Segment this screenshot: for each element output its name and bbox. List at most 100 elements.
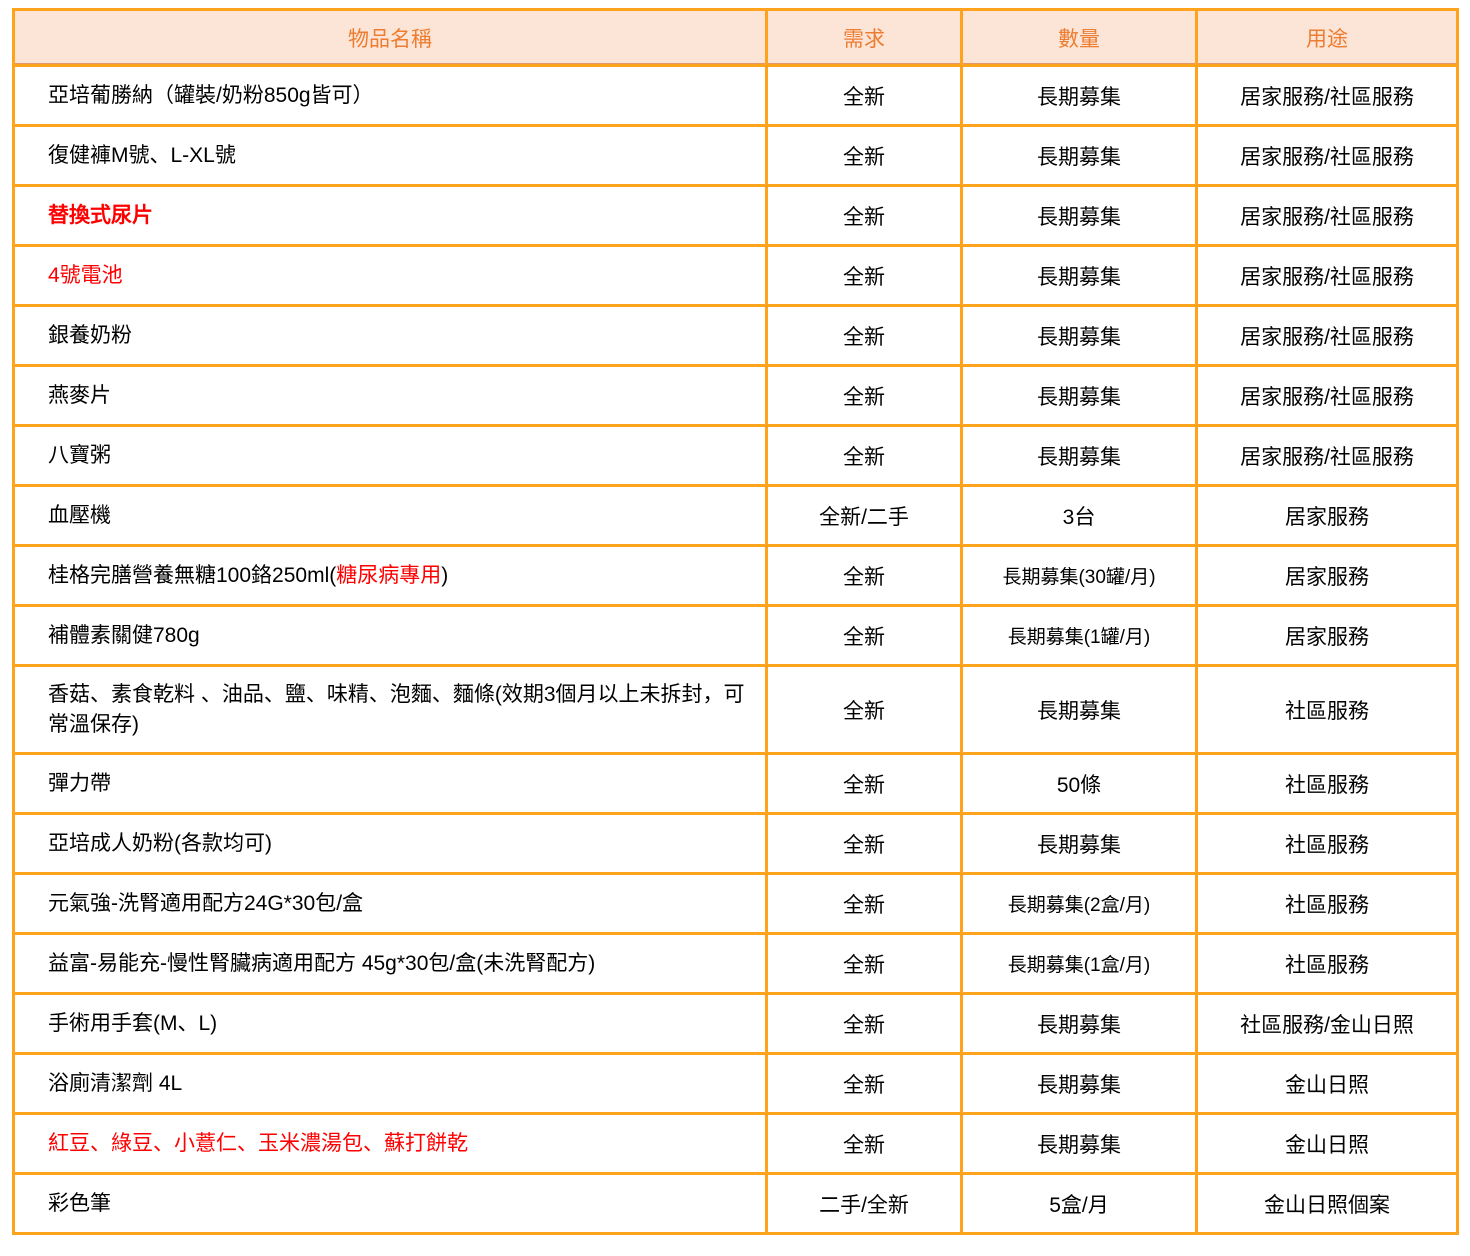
item-name-cell: 手術用手套(M、L) [12, 992, 768, 1055]
table-row: 亞培葡勝納（罐裝/奶粉850g皆可） 全新 長期募集 居家服務/社區服務 [12, 64, 1459, 127]
demand-cell: 全新 [765, 932, 963, 995]
quantity-cell: 長期募集(30罐/月) [960, 544, 1198, 607]
usage-cell: 社區服務 [1195, 752, 1459, 815]
quantity-cell: 長期募集 [960, 124, 1198, 187]
demand-cell: 二手/全新 [765, 1172, 963, 1235]
demand-cell: 全新 [765, 124, 963, 187]
item-name-cell: 八寶粥 [12, 424, 768, 487]
table-row: 手術用手套(M、L) 全新 長期募集 社區服務/金山日照 [12, 992, 1459, 1055]
quantity-cell: 長期募集(2盒/月) [960, 872, 1198, 935]
table-row: 益富-易能充-慢性腎臟病適用配方 45g*30包/盒(未洗腎配方) 全新 長期募集(… [12, 932, 1459, 995]
table-row: 紅豆、綠豆、小薏仁、玉米濃湯包、蘇打餅乾 全新 長期募集 金山日照 [12, 1112, 1459, 1175]
item-name-cell: 元氣強-洗腎適用配方24G*30包/盒 [12, 872, 768, 935]
demand-cell: 全新 [765, 664, 963, 755]
table-row: 補體素關健780g 全新 長期募集(1罐/月) 居家服務 [12, 604, 1459, 667]
usage-cell: 居家服務/社區服務 [1195, 184, 1459, 247]
table-row: 血壓機 全新/二手 3台 居家服務 [12, 484, 1459, 547]
quantity-cell: 長期募集 [960, 812, 1198, 875]
item-name-text: 香菇、素食乾料 、油品、鹽、味精、泡麵、麵條(效期3個月以上未拆封，可常溫保存) [48, 682, 745, 736]
demand-cell: 全新 [765, 304, 963, 367]
table-row: 元氣強-洗腎適用配方24G*30包/盒 全新 長期募集(2盒/月) 社區服務 [12, 872, 1459, 935]
item-name-text: 燕麥片 [48, 383, 111, 407]
item-name-text: 桂格完膳營養無糖100鉻250ml( [48, 563, 337, 587]
usage-cell: 居家服務 [1195, 544, 1459, 607]
item-name-cell: 彩色筆 [12, 1172, 768, 1235]
item-name-text: 補體素關健780g [48, 623, 200, 647]
demand-cell: 全新 [765, 1112, 963, 1175]
column-header-usage: 用途 [1195, 8, 1459, 67]
usage-cell: 金山日照 [1195, 1112, 1459, 1175]
item-name-cell: 補體素關健780g [12, 604, 768, 667]
demand-cell: 全新 [765, 752, 963, 815]
item-name-text: 手術用手套(M、L) [48, 1011, 218, 1035]
quantity-cell: 長期募集 [960, 184, 1198, 247]
item-name-cell: 彈力帶 [12, 752, 768, 815]
demand-cell: 全新 [765, 424, 963, 487]
usage-cell: 居家服務/社區服務 [1195, 124, 1459, 187]
item-name-cell: 亞培葡勝納（罐裝/奶粉850g皆可） [12, 64, 768, 127]
item-name-text: 血壓機 [48, 503, 111, 527]
usage-cell: 社區服務/金山日照 [1195, 992, 1459, 1055]
demand-cell: 全新 [765, 604, 963, 667]
quantity-cell: 長期募集 [960, 664, 1198, 755]
item-name-text: 彩色筆 [48, 1191, 111, 1215]
column-header-item-name: 物品名稱 [12, 8, 768, 67]
item-name-cell: 復健褲M號、L-XL號 [12, 124, 768, 187]
usage-cell: 社區服務 [1195, 812, 1459, 875]
usage-cell: 社區服務 [1195, 932, 1459, 995]
quantity-cell: 長期募集(1罐/月) [960, 604, 1198, 667]
table-row: 八寶粥 全新 長期募集 居家服務/社區服務 [12, 424, 1459, 487]
table-body: 亞培葡勝納（罐裝/奶粉850g皆可） 全新 長期募集 居家服務/社區服務 復健褲M號、L… [12, 64, 1459, 1235]
item-name-cell: 亞培成人奶粉(各款均可) [12, 812, 768, 875]
quantity-cell: 長期募集 [960, 1052, 1198, 1115]
usage-cell: 居家服務/社區服務 [1195, 364, 1459, 427]
demand-cell: 全新/二手 [765, 484, 963, 547]
item-name-highlight: 4號電池 [48, 263, 123, 287]
demand-cell: 全新 [765, 1052, 963, 1115]
table-row: 彩色筆 二手/全新 5盒/月 金山日照個案 [12, 1172, 1459, 1235]
usage-cell: 金山日照 [1195, 1052, 1459, 1115]
quantity-cell: 5盒/月 [960, 1172, 1198, 1235]
item-name-text: 銀養奶粉 [48, 323, 132, 347]
demand-cell: 全新 [765, 544, 963, 607]
table-row: 替換式尿片 全新 長期募集 居家服務/社區服務 [12, 184, 1459, 247]
table-row: 香菇、素食乾料 、油品、鹽、味精、泡麵、麵條(效期3個月以上未拆封，可常溫保存)… [12, 664, 1459, 755]
usage-cell: 居家服務/社區服務 [1195, 304, 1459, 367]
usage-cell: 居家服務 [1195, 484, 1459, 547]
item-name-text: 八寶粥 [48, 443, 111, 467]
item-name-cell: 銀養奶粉 [12, 304, 768, 367]
item-name-highlight: 紅豆、綠豆、小薏仁、玉米濃湯包、蘇打餅乾 [48, 1131, 468, 1155]
item-name-cell: 益富-易能充-慢性腎臟病適用配方 45g*30包/盒(未洗腎配方) [12, 932, 768, 995]
table-row: 桂格完膳營養無糖100鉻250ml(糖尿病專用) 全新 長期募集(30罐/月) 居家服… [12, 544, 1459, 607]
demand-cell: 全新 [765, 364, 963, 427]
table-row: 亞培成人奶粉(各款均可) 全新 長期募集 社區服務 [12, 812, 1459, 875]
demand-cell: 全新 [765, 244, 963, 307]
quantity-cell: 長期募集 [960, 304, 1198, 367]
demand-cell: 全新 [765, 992, 963, 1055]
item-name-cell: 替換式尿片 [12, 184, 768, 247]
quantity-cell: 長期募集 [960, 364, 1198, 427]
item-name-cell: 紅豆、綠豆、小薏仁、玉米濃湯包、蘇打餅乾 [12, 1112, 768, 1175]
table-header: 物品名稱 需求 數量 用途 [12, 8, 1459, 67]
demand-cell: 全新 [765, 872, 963, 935]
demand-cell: 全新 [765, 184, 963, 247]
table-row: 燕麥片 全新 長期募集 居家服務/社區服務 [12, 364, 1459, 427]
usage-cell: 金山日照個案 [1195, 1172, 1459, 1235]
usage-cell: 居家服務 [1195, 604, 1459, 667]
item-name-text: 亞培成人奶粉(各款均可) [48, 831, 272, 855]
item-name-cell: 香菇、素食乾料 、油品、鹽、味精、泡麵、麵條(效期3個月以上未拆封，可常溫保存) [12, 664, 768, 755]
quantity-cell: 長期募集 [960, 424, 1198, 487]
item-name-highlight: 糖尿病專用 [336, 563, 442, 587]
usage-cell: 居家服務/社區服務 [1195, 244, 1459, 307]
quantity-cell: 長期募集 [960, 1112, 1198, 1175]
header-row: 物品名稱 需求 數量 用途 [12, 8, 1459, 67]
table-row: 4號電池 全新 長期募集 居家服務/社區服務 [12, 244, 1459, 307]
item-name-text: 益富-易能充-慢性腎臟病適用配方 45g*30包/盒(未洗腎配方) [48, 951, 596, 975]
item-name-text: 浴廁清潔劑 4L [48, 1071, 183, 1095]
quantity-cell: 3台 [960, 484, 1198, 547]
table-row: 彈力帶 全新 50條 社區服務 [12, 752, 1459, 815]
usage-cell: 居家服務/社區服務 [1195, 424, 1459, 487]
item-name-cell: 桂格完膳營養無糖100鉻250ml(糖尿病專用) [12, 544, 768, 607]
quantity-cell: 長期募集 [960, 244, 1198, 307]
quantity-cell: 50條 [960, 752, 1198, 815]
